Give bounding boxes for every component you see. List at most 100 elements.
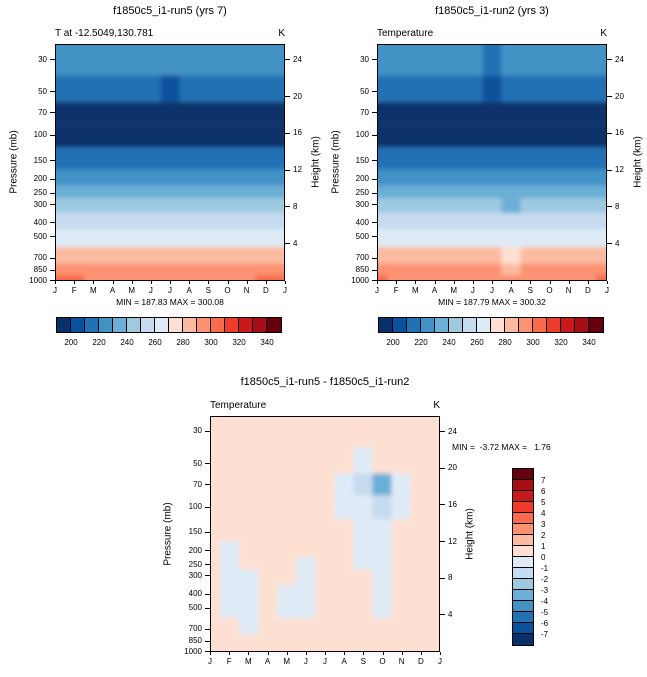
height-tick-mark <box>607 96 612 98</box>
height-tick-mark <box>440 504 445 506</box>
month-tick-mark <box>285 281 286 284</box>
pressure-tick-label: 250 <box>33 188 47 198</box>
height-tick-mark <box>440 467 445 469</box>
month-tick-mark <box>344 652 346 655</box>
colorbar-tick-label: 240 <box>120 338 134 347</box>
colorbar-cell <box>211 318 225 332</box>
month-label: A <box>109 286 116 295</box>
colorbar-cell <box>113 318 127 332</box>
colorbar-tick-label: 280 <box>498 338 512 347</box>
month-label: D <box>584 286 591 295</box>
height-tick-mark <box>285 169 290 171</box>
colorbar-cell <box>513 469 533 480</box>
height-tick-label: 4 <box>448 609 453 619</box>
month-label: M <box>89 286 97 295</box>
colorbar-tick-label: 200 <box>386 338 400 347</box>
colorbar-cell <box>513 623 533 634</box>
pressure-tick-mark <box>372 160 377 162</box>
month-label: J <box>303 657 308 666</box>
colorbar-tick-label: 280 <box>176 338 190 347</box>
colorbar-tick-label: 1 <box>541 541 546 551</box>
month-tick-mark <box>305 652 307 655</box>
pressure-tick-label: 500 <box>355 231 369 241</box>
colorbar-cell <box>127 318 141 332</box>
colorbar-tick-label: 300 <box>204 338 218 347</box>
plot-units: K <box>278 28 285 39</box>
month-label: J <box>605 286 609 295</box>
colorbar-cell <box>513 557 533 568</box>
month-tick-mark <box>150 281 152 284</box>
pressure-tick-mark <box>372 280 377 281</box>
height-tick-label: 16 <box>615 128 624 138</box>
month-label: J <box>438 657 442 666</box>
pressure-tick-mark <box>50 280 55 281</box>
colorbar-cell <box>57 318 71 332</box>
month-label: O <box>379 657 386 666</box>
colorbar-cell <box>141 318 155 332</box>
pressure-axis-label: Pressure (mb) <box>162 502 174 566</box>
colorbar-tick-label: -7 <box>541 629 549 639</box>
colorbar-cell <box>513 535 533 546</box>
pressure-tick-mark <box>205 484 210 486</box>
month-tick-mark <box>434 281 436 284</box>
month-tick-mark <box>382 652 384 655</box>
pressure-tick-mark <box>372 269 377 271</box>
pressure-tick-label: 700 <box>355 253 369 263</box>
pressure-tick-label: 200 <box>188 545 202 555</box>
colorbar-tick-label: 220 <box>92 338 106 347</box>
month-tick-mark <box>472 281 474 284</box>
panel-diff: f1850c5_i1-run5 - f1850c5_i1-run2 Temper… <box>0 362 647 677</box>
pressure-tick-mark <box>205 640 210 642</box>
pressure-tick-label: 250 <box>355 188 369 198</box>
height-tick-mark <box>440 577 445 579</box>
colorbar-cell <box>421 318 435 332</box>
height-tick-label: 8 <box>615 201 620 211</box>
month-label: J <box>375 286 379 295</box>
height-tick-label: 20 <box>615 91 624 101</box>
colorbar-cell <box>533 318 547 332</box>
colorbar-tick-label: -5 <box>541 607 549 617</box>
pressure-tick-label: 50 <box>360 86 369 96</box>
pressure-tick-label: 400 <box>188 589 202 598</box>
colorbar-tick-label: -1 <box>541 563 549 573</box>
plot-subtitle: T at -12.5049,130.781 <box>55 28 154 39</box>
plot-subtitle: Temperature <box>377 28 434 39</box>
pressure-tick-mark <box>50 257 55 259</box>
pressure-tick-mark <box>50 112 55 114</box>
pressure-tick-label: 200 <box>355 174 369 184</box>
month-label: O <box>546 286 553 295</box>
month-tick-mark <box>286 652 288 655</box>
minmax-stats: MIN = -3.72 MAX = 1.76 <box>452 442 551 452</box>
month-label: S <box>360 657 366 666</box>
pressure-tick-label: 30 <box>360 54 369 64</box>
pressure-tick-mark <box>205 463 210 465</box>
pressure-tick-mark <box>205 651 210 652</box>
month-tick-mark <box>363 652 365 655</box>
month-label: M <box>244 657 252 666</box>
pressure-tick-mark <box>50 269 55 271</box>
month-tick-mark <box>170 281 171 284</box>
month-label: A <box>508 286 514 295</box>
pressure-tick-mark <box>372 192 377 194</box>
colorbar-cell <box>477 318 491 332</box>
colorbar-cell <box>239 318 253 332</box>
month-tick-mark <box>415 281 417 284</box>
pressure-tick-mark <box>205 550 210 552</box>
plot-units: K <box>433 400 440 411</box>
pressure-tick-label: 50 <box>193 458 202 468</box>
month-tick-mark <box>549 281 551 284</box>
month-tick-mark <box>401 652 403 655</box>
month-tick-mark <box>568 281 570 284</box>
height-tick-mark <box>440 431 445 433</box>
month-tick-mark <box>377 281 378 284</box>
height-tick-mark <box>285 96 290 98</box>
colorbar-cell <box>267 318 281 332</box>
panel-title: f1850c5_i1-run5 (yrs 7) <box>113 5 227 17</box>
height-tick-mark <box>607 132 612 134</box>
pressure-tick-mark <box>50 160 55 162</box>
colorbar-cell <box>253 318 267 332</box>
height-tick-label: 8 <box>448 573 453 583</box>
month-tick-mark <box>492 281 493 284</box>
pressure-tick-label: 250 <box>188 559 202 569</box>
month-label: N <box>565 286 572 295</box>
